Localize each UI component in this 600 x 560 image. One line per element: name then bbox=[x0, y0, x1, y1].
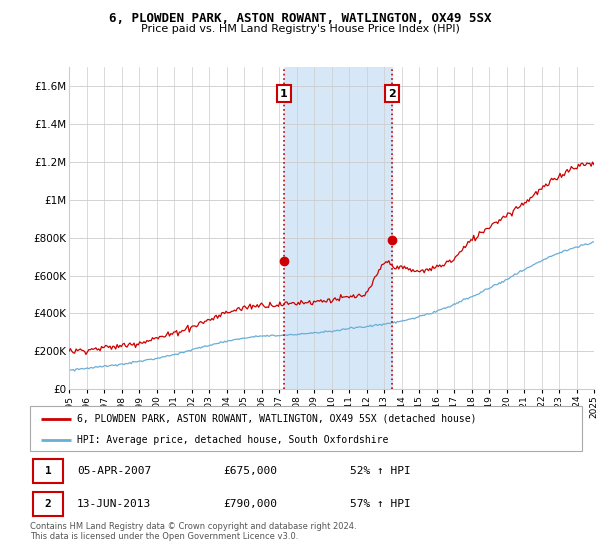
Text: 1: 1 bbox=[280, 88, 287, 99]
Text: 6, PLOWDEN PARK, ASTON ROWANT, WATLINGTON, OX49 5SX: 6, PLOWDEN PARK, ASTON ROWANT, WATLINGTO… bbox=[109, 12, 491, 25]
Text: 2: 2 bbox=[44, 499, 52, 509]
Text: Price paid vs. HM Land Registry's House Price Index (HPI): Price paid vs. HM Land Registry's House … bbox=[140, 24, 460, 34]
FancyBboxPatch shape bbox=[33, 492, 63, 516]
Text: 57% ↑ HPI: 57% ↑ HPI bbox=[350, 499, 411, 509]
Text: £790,000: £790,000 bbox=[223, 499, 277, 509]
Text: £675,000: £675,000 bbox=[223, 466, 277, 476]
Text: 13-JUN-2013: 13-JUN-2013 bbox=[77, 499, 151, 509]
Text: 52% ↑ HPI: 52% ↑ HPI bbox=[350, 466, 411, 476]
FancyBboxPatch shape bbox=[30, 406, 582, 451]
Text: 05-APR-2007: 05-APR-2007 bbox=[77, 466, 151, 476]
Text: 1: 1 bbox=[44, 466, 52, 476]
Text: Contains HM Land Registry data © Crown copyright and database right 2024.
This d: Contains HM Land Registry data © Crown c… bbox=[30, 522, 356, 542]
Text: HPI: Average price, detached house, South Oxfordshire: HPI: Average price, detached house, Sout… bbox=[77, 435, 388, 445]
Text: 2: 2 bbox=[388, 88, 396, 99]
Text: 6, PLOWDEN PARK, ASTON ROWANT, WATLINGTON, OX49 5SX (detached house): 6, PLOWDEN PARK, ASTON ROWANT, WATLINGTO… bbox=[77, 413, 476, 423]
Bar bbox=[284, 67, 392, 389]
FancyBboxPatch shape bbox=[33, 459, 63, 483]
